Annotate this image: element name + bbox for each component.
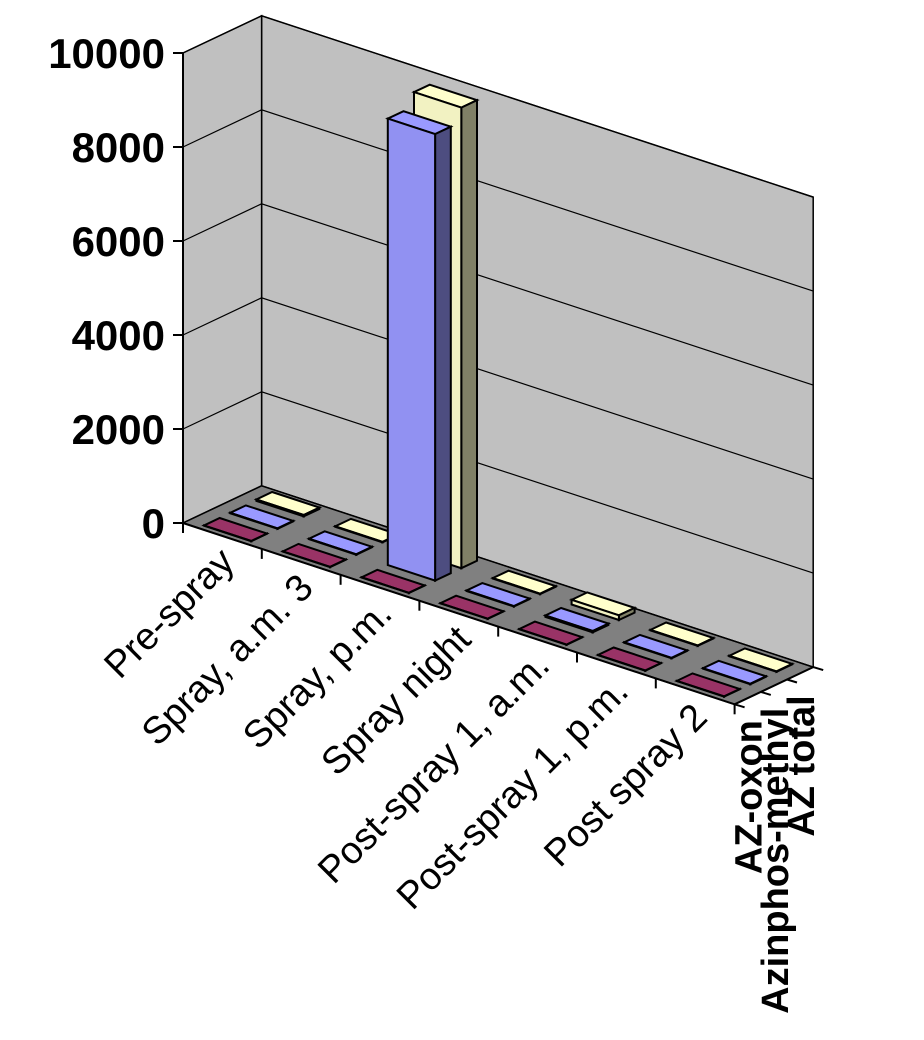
series-tick-mark xyxy=(786,678,798,684)
y-tick-label: 6000 xyxy=(72,218,165,265)
bar xyxy=(542,606,612,634)
series-tick-mark xyxy=(812,666,824,672)
bar xyxy=(700,659,769,686)
bar xyxy=(358,568,428,595)
bar xyxy=(516,620,585,647)
series-tick-mark xyxy=(760,690,772,696)
gridline xyxy=(182,391,814,574)
bar xyxy=(647,621,717,648)
bar xyxy=(227,504,296,531)
side-wall xyxy=(182,14,263,525)
series-tick-mark xyxy=(734,703,745,709)
bar xyxy=(621,633,690,660)
bar xyxy=(280,542,349,569)
bar xyxy=(463,582,533,609)
bar xyxy=(595,646,664,673)
bar xyxy=(253,490,323,518)
y-tick-label: 2000 xyxy=(72,406,165,453)
series-label: AZ-oxon xyxy=(729,720,771,874)
bar xyxy=(674,672,743,699)
series-label: AZ total xyxy=(781,695,823,836)
axes xyxy=(173,52,824,715)
series-axis-line xyxy=(734,666,814,706)
bar xyxy=(490,569,559,596)
bar xyxy=(437,594,507,621)
gridline xyxy=(182,109,814,292)
x-axis-line xyxy=(182,522,735,706)
bars xyxy=(201,83,795,699)
bar xyxy=(306,530,375,557)
gridline xyxy=(182,297,814,480)
bar xyxy=(385,110,454,583)
y-tick-label: 10000 xyxy=(48,30,165,77)
gridline xyxy=(182,203,814,386)
series-label: Azinphos-methyl xyxy=(755,708,797,1014)
y-tick-label: 4000 xyxy=(72,312,165,359)
gridline xyxy=(182,15,814,198)
y-tick-label: 0 xyxy=(142,500,165,547)
y-axis-tick-labels: 0 2000 4000 6000 8000 10000 xyxy=(48,30,165,547)
gridlines xyxy=(182,15,814,668)
bar xyxy=(568,591,638,622)
bar xyxy=(201,516,270,543)
y-tick-label: 8000 xyxy=(72,124,165,171)
bar xyxy=(726,647,795,674)
